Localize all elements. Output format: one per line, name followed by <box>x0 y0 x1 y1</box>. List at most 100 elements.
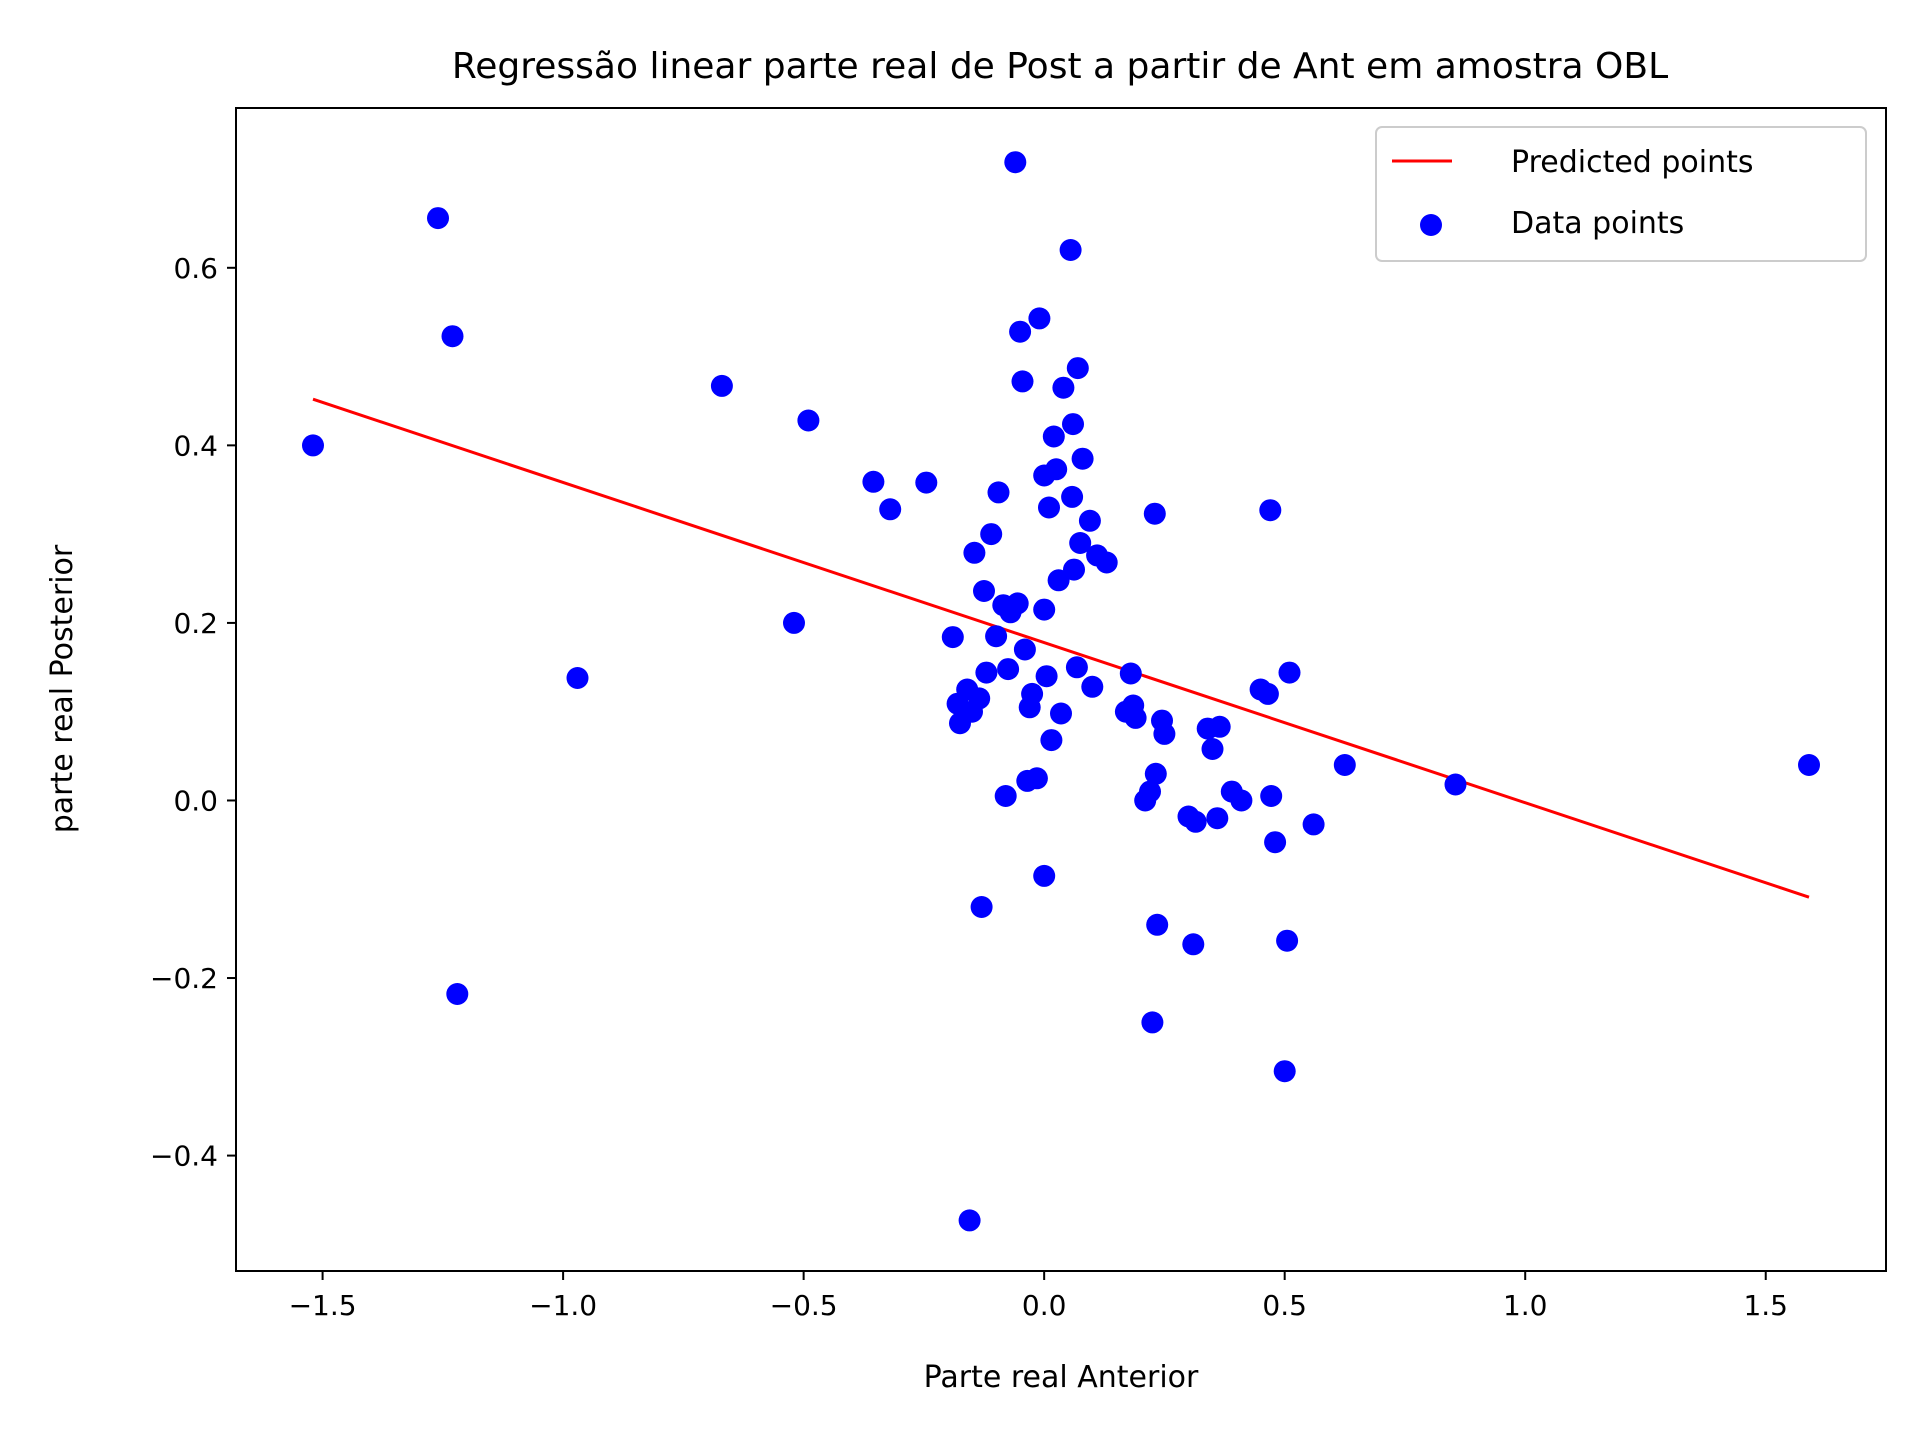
data-point <box>1095 551 1118 574</box>
axes-frame <box>235 107 1887 1272</box>
data-point <box>879 498 902 521</box>
data-point <box>1052 376 1075 399</box>
y-tick-label: −0.4 <box>150 1140 218 1173</box>
data-point <box>1011 370 1034 393</box>
data-point <box>302 434 324 457</box>
data-point <box>1143 502 1166 525</box>
data-point <box>566 667 589 689</box>
data-point <box>1021 682 1044 705</box>
data-point <box>797 409 820 432</box>
data-point <box>1444 773 1467 796</box>
data-point <box>1184 810 1207 833</box>
x-tick-label: −0.5 <box>770 1289 838 1322</box>
data-point <box>970 896 993 918</box>
data-point <box>941 626 964 649</box>
data-point <box>1065 656 1088 679</box>
y-tick-label: 0.4 <box>173 429 218 462</box>
data-point <box>1040 729 1063 752</box>
data-point <box>1013 638 1036 661</box>
data-point <box>1025 767 1048 790</box>
x-tick-label: 0.5 <box>1262 1289 1307 1322</box>
legend-label-data: Data points <box>1511 206 1684 241</box>
data-point <box>1033 598 1056 621</box>
x-tick-label: −1.0 <box>529 1289 597 1322</box>
data-point <box>1081 675 1104 698</box>
y-tick-label: −0.2 <box>150 962 218 995</box>
data-point <box>973 580 995 602</box>
data-point <box>1033 864 1056 887</box>
x-tick-label: 1.5 <box>1743 1289 1788 1322</box>
data-point <box>1230 789 1253 812</box>
data-point <box>1141 1011 1164 1034</box>
data-point <box>1206 807 1229 830</box>
x-tick-label: 0.0 <box>1022 1289 1067 1322</box>
data-point <box>1078 509 1101 532</box>
data-point <box>1066 357 1089 380</box>
data-point <box>963 541 986 564</box>
data-point <box>1061 485 1084 508</box>
data-point <box>1045 458 1068 481</box>
data-point <box>1260 785 1283 807</box>
plot-area <box>302 151 1820 1232</box>
data-point <box>1069 532 1092 554</box>
data-point <box>1042 425 1065 448</box>
data-point <box>783 611 805 634</box>
data-point <box>1278 661 1301 684</box>
data-point <box>1047 569 1070 592</box>
legend-label-predicted: Predicted points <box>1511 145 1754 180</box>
data-point <box>1035 665 1058 688</box>
x-tick-label: −1.5 <box>289 1289 357 1322</box>
data-point <box>1201 738 1224 760</box>
data-point <box>915 471 938 494</box>
data-point <box>1798 754 1820 776</box>
data-point <box>987 481 1010 504</box>
data-point <box>1059 239 1082 261</box>
data-point <box>1004 151 1027 174</box>
regression-line <box>312 397 1810 899</box>
data-point <box>1006 592 1029 615</box>
data-point <box>710 374 733 397</box>
chart-title: Regressão linear parte real de Post a pa… <box>452 46 1668 87</box>
y-tick-label: 0.0 <box>173 784 218 817</box>
data-point <box>958 1209 981 1232</box>
data-point <box>994 785 1017 807</box>
x-axis-label: Parte real Anterior <box>924 1360 1199 1395</box>
data-point <box>1139 780 1161 803</box>
data-point <box>427 207 449 230</box>
data-point <box>1259 499 1282 522</box>
data-point <box>1302 813 1325 836</box>
y-tick-label: 0.6 <box>173 252 218 285</box>
y-axis-label: parte real Posterior <box>45 544 80 833</box>
data-point <box>1063 558 1085 581</box>
data-point <box>1009 320 1032 343</box>
data-point <box>446 983 469 1005</box>
data-point <box>1256 682 1279 705</box>
data-point <box>1124 706 1147 729</box>
legend-box <box>1375 126 1867 262</box>
data-point <box>1153 722 1176 745</box>
data-point <box>985 625 1008 648</box>
data-point <box>968 687 991 710</box>
data-point <box>1038 496 1060 519</box>
data-point <box>1333 754 1356 776</box>
data-point <box>1119 662 1142 685</box>
data-point <box>441 325 464 348</box>
data-point <box>1028 307 1051 330</box>
y-tick-label: 0.2 <box>173 607 218 640</box>
y-axis: −0.4 −0.2 0.0 0.2 0.4 0.6 <box>150 252 236 1173</box>
data-point <box>1062 413 1084 436</box>
data-point <box>1144 762 1167 785</box>
data-point <box>980 523 1003 546</box>
data-point <box>862 470 885 493</box>
data-point <box>1050 702 1072 725</box>
legend-marker-swatch <box>1420 214 1442 236</box>
data-point <box>1273 1060 1296 1083</box>
x-axis: −1.5 −1.0 −0.5 0.0 0.5 1.0 1.5 <box>289 1271 1788 1322</box>
data-point <box>1182 933 1205 956</box>
data-point <box>997 658 1020 681</box>
data-point <box>1146 913 1169 936</box>
data-point <box>1276 929 1299 952</box>
x-tick-label: 1.0 <box>1503 1289 1548 1322</box>
data-point <box>975 661 998 684</box>
